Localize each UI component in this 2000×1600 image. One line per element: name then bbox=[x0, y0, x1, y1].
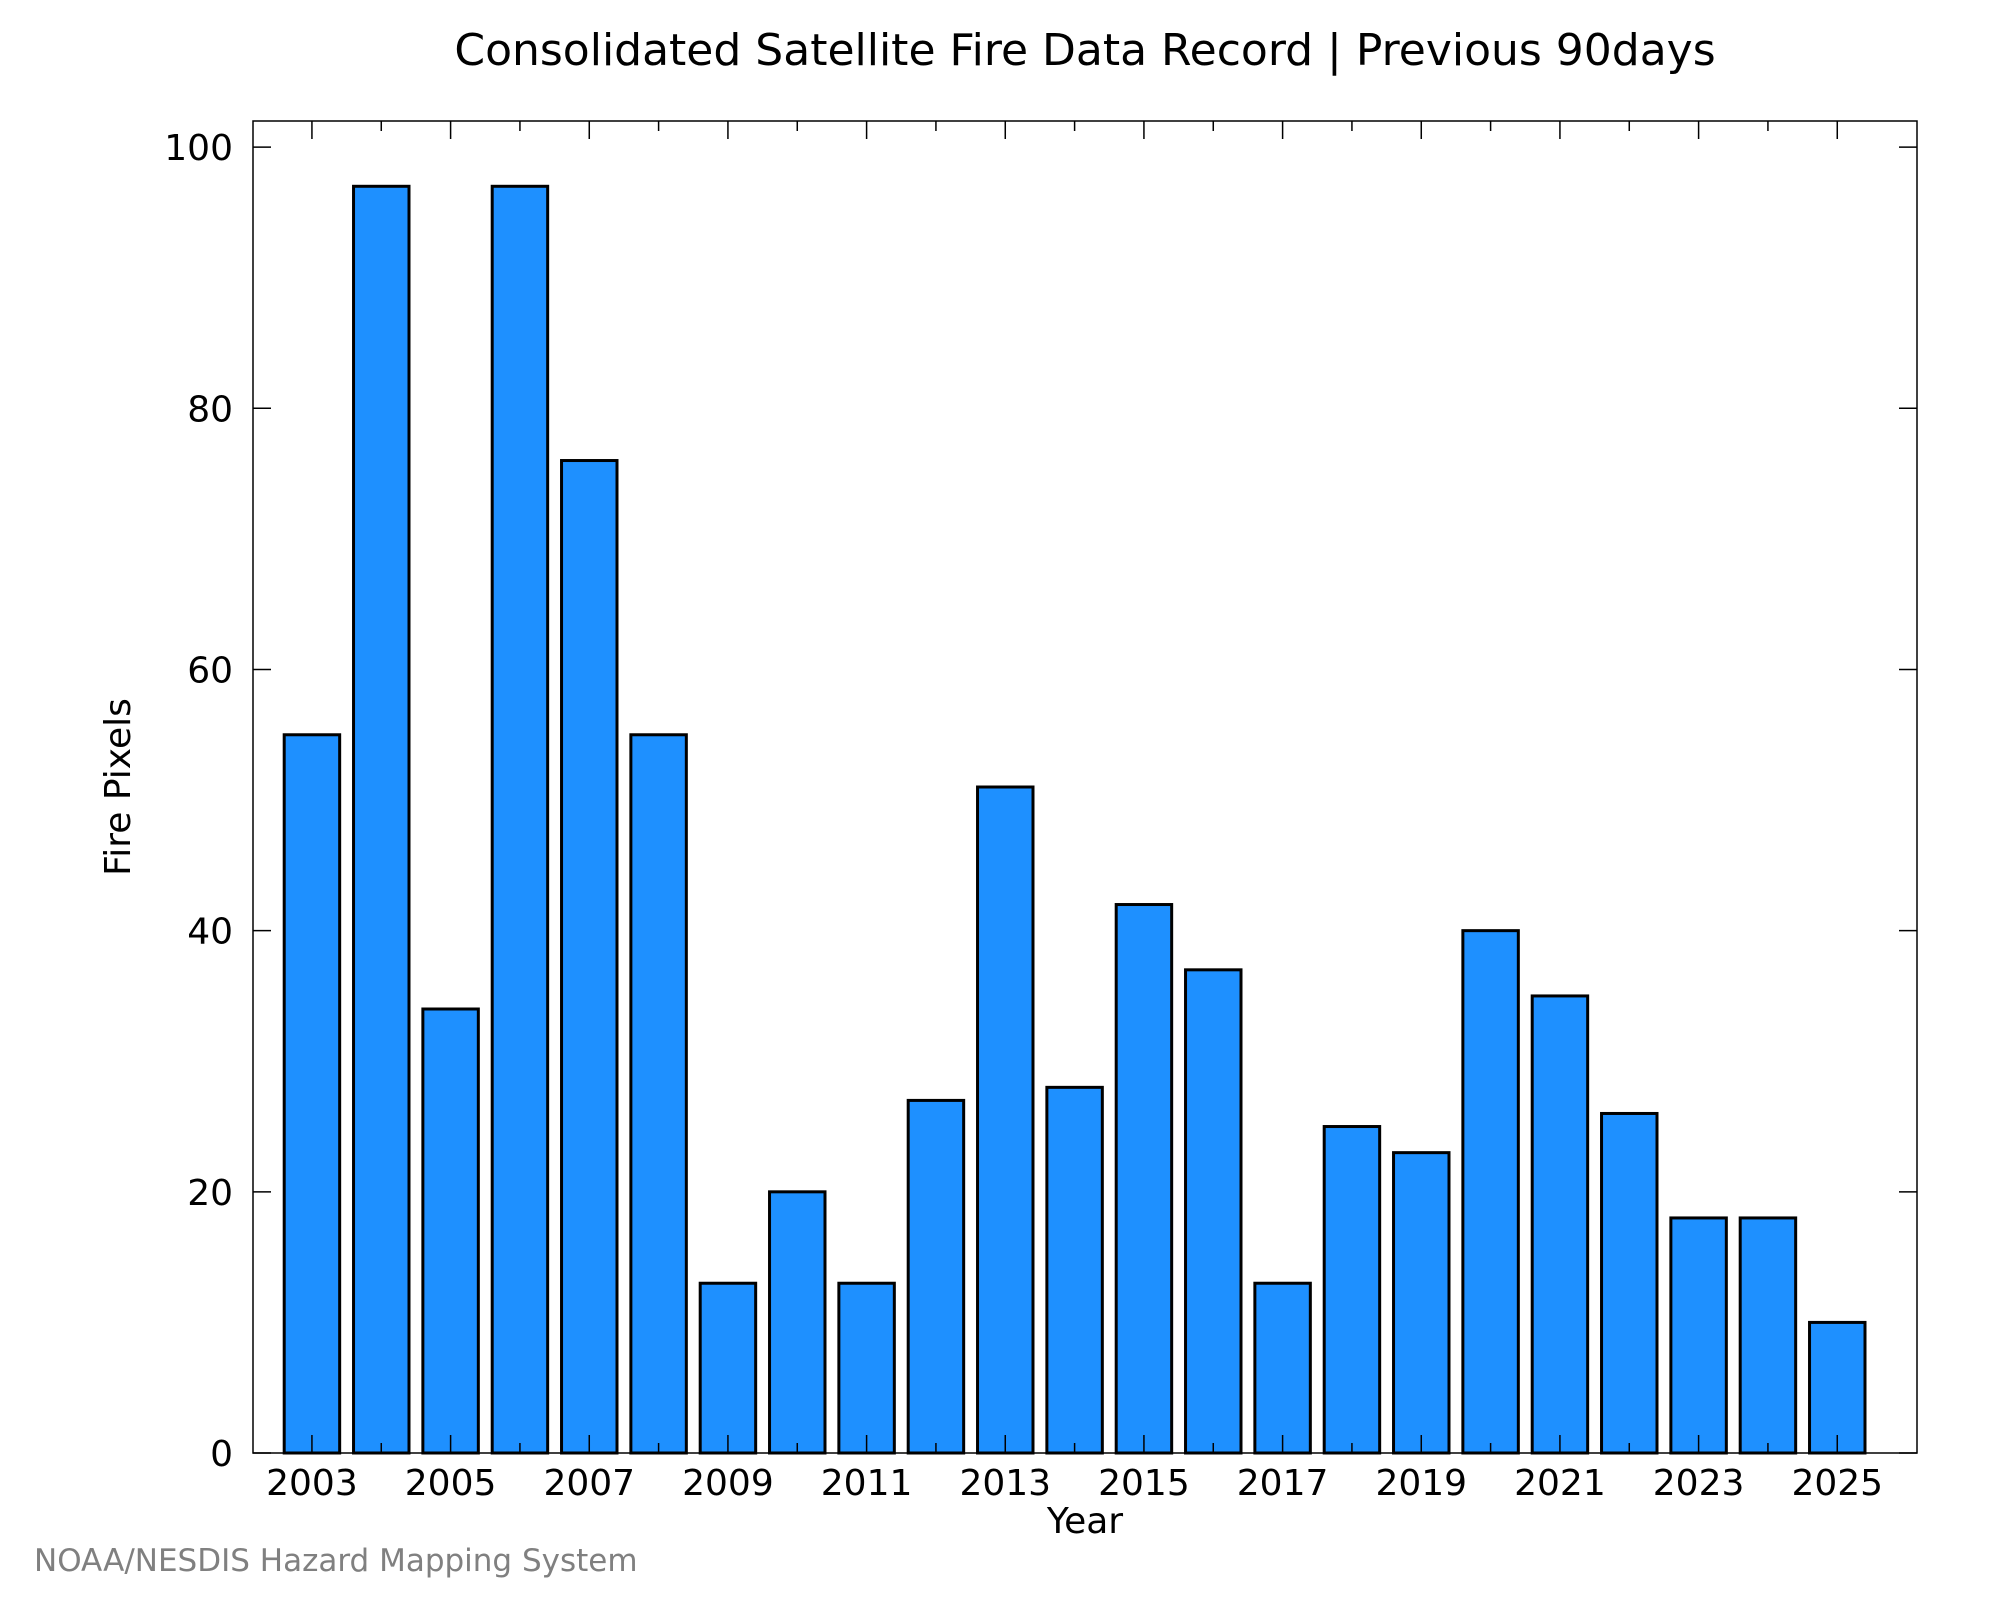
bar-2018 bbox=[1322, 1125, 1382, 1455]
x-tick-label-2003: 2003 bbox=[266, 1463, 358, 1504]
y-tick-label-40: 40 bbox=[187, 912, 233, 953]
plot-frame bbox=[252, 120, 1918, 1454]
y-tick-label-0: 0 bbox=[210, 1434, 233, 1475]
x-tick-label-2013: 2013 bbox=[959, 1463, 1051, 1504]
bar-2022 bbox=[1600, 1111, 1659, 1455]
chart-title: Consolidated Satellite Fire Data Record … bbox=[454, 25, 1715, 76]
ticks-group: 0 20 40 60 80 100 2003 2005 2007 2009 2011 2013 2015… bbox=[164, 121, 1917, 1504]
bar-2015 bbox=[1114, 903, 1174, 1455]
bar-2025 bbox=[1808, 1320, 1867, 1455]
bar-2016 bbox=[1184, 968, 1243, 1455]
bar-2021 bbox=[1530, 994, 1590, 1455]
bar-2005 bbox=[421, 1007, 480, 1455]
x-tick-label-2017: 2017 bbox=[1237, 1463, 1329, 1504]
x-tick-label-2007: 2007 bbox=[543, 1463, 635, 1504]
x-axis-label: Year bbox=[1046, 1501, 1123, 1542]
bar-2017 bbox=[1253, 1281, 1312, 1455]
x-tick-label-2009: 2009 bbox=[682, 1463, 774, 1504]
bar-2019 bbox=[1392, 1151, 1451, 1455]
y-axis-label: Fire Pixels bbox=[98, 698, 139, 876]
x-tick-label-2021: 2021 bbox=[1514, 1463, 1606, 1504]
bar-2009 bbox=[698, 1281, 758, 1455]
bar-2020 bbox=[1461, 929, 1520, 1455]
bar-2010 bbox=[768, 1190, 827, 1455]
bars-group bbox=[282, 184, 1867, 1455]
y-tick-label-80: 80 bbox=[187, 389, 233, 430]
bar-2013 bbox=[976, 785, 1035, 1455]
bar-2007 bbox=[560, 459, 619, 1455]
bar-2006 bbox=[490, 184, 550, 1455]
x-tick-label-2011: 2011 bbox=[821, 1463, 913, 1504]
bar-2014 bbox=[1045, 1085, 1104, 1455]
bar-2008 bbox=[629, 733, 688, 1455]
x-tick-label-2015: 2015 bbox=[1098, 1463, 1190, 1504]
bar-2011 bbox=[837, 1281, 896, 1455]
bar-2004 bbox=[352, 184, 411, 1455]
x-tick-label-2005: 2005 bbox=[405, 1463, 497, 1504]
x-tick-label-2023: 2023 bbox=[1653, 1463, 1745, 1504]
x-tick-label-2019: 2019 bbox=[1375, 1463, 1467, 1504]
y-tick-label-20: 20 bbox=[187, 1173, 233, 1214]
y-tick-label-100: 100 bbox=[164, 128, 233, 169]
bar-2012 bbox=[906, 1098, 966, 1455]
bar-2023 bbox=[1669, 1216, 1728, 1455]
y-tick-label-60: 60 bbox=[187, 650, 233, 691]
credit-text: NOAA/NESDIS Hazard Mapping System bbox=[34, 1543, 638, 1579]
bar-2024 bbox=[1738, 1216, 1798, 1455]
bar-2003 bbox=[282, 733, 342, 1455]
x-tick-label-2025: 2025 bbox=[1791, 1463, 1883, 1504]
